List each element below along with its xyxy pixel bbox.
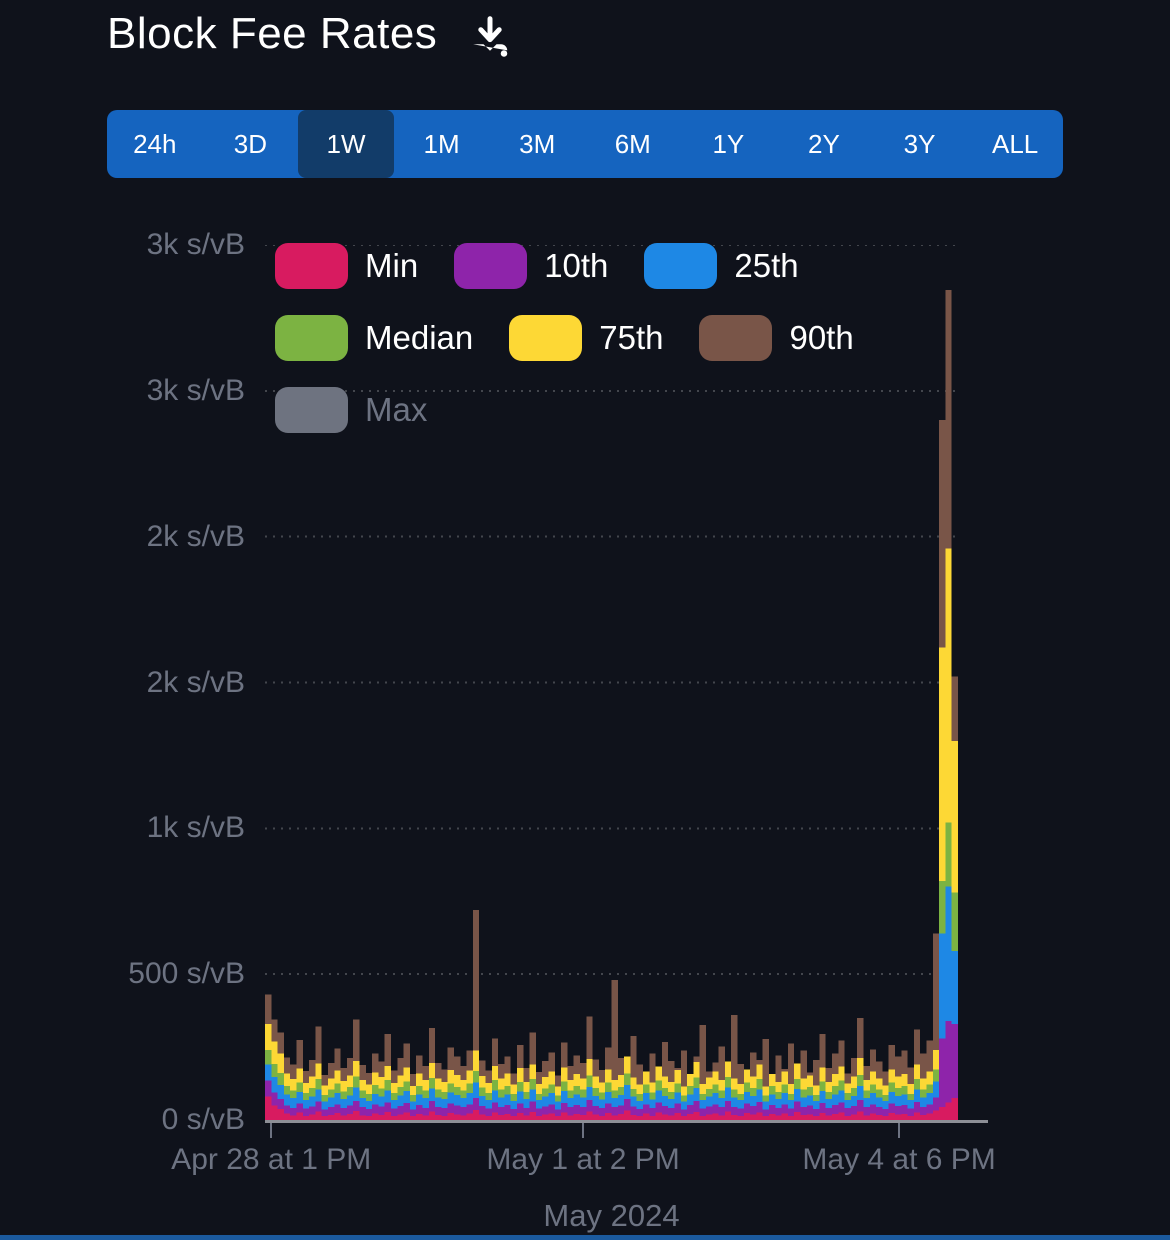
- legend-label: 75th: [599, 319, 664, 356]
- y-axis-labels: 3k s/vB 3k s/vB 2k s/vB 2k s/vB 1k s/vB 500 s…: [0, 228, 245, 1136]
- x-axis-tick-label: May 4 at 6 PM: [802, 1143, 996, 1176]
- time-range-button-1w[interactable]: 1W: [298, 110, 394, 178]
- time-range-selector: 24h 3D 1W 1M 3M 6M 1Y 2Y 3Y ALL: [107, 110, 1063, 178]
- legend-swatch-min: [275, 243, 348, 289]
- legend-swatch-max: [275, 387, 348, 433]
- x-axis-month-label: May 2024: [543, 1198, 680, 1233]
- y-axis-tick-label: 3k s/vB: [146, 228, 245, 261]
- legend-label: Max: [365, 391, 428, 428]
- legend-swatch-25th: [644, 243, 718, 289]
- time-range-button-1y[interactable]: 1Y: [681, 110, 777, 178]
- x-axis-tick-label: May 1 at 2 PM: [486, 1143, 680, 1176]
- x-axis-labels: Apr 28 at 1 PM May 1 at 2 PM May 4 at 6 PM: [171, 1143, 996, 1179]
- legend-item-75th[interactable]: 75th: [509, 315, 663, 361]
- chart-legend: Min 10th 25th Median 75th 90th Max: [275, 243, 975, 433]
- time-range-button-2y[interactable]: 2Y: [776, 110, 872, 178]
- time-range-button-6m[interactable]: 6M: [585, 110, 681, 178]
- time-range-button-3y[interactable]: 3Y: [872, 110, 968, 178]
- legend-item-90th[interactable]: 90th: [699, 315, 854, 361]
- y-axis-tick-label: 2k s/vB: [146, 665, 245, 699]
- legend-label: 90th: [789, 319, 854, 356]
- y-axis-tick-label: 0 s/vB: [161, 1103, 245, 1136]
- legend-swatch-10th: [454, 243, 528, 289]
- legend-item-10th[interactable]: 10th: [454, 243, 608, 289]
- y-axis-tick-label: 500 s/vB: [128, 957, 245, 991]
- bottom-nav-edge: [0, 1235, 1170, 1240]
- legend-item-25th[interactable]: 25th: [644, 243, 799, 289]
- legend-item-max[interactable]: Max: [275, 387, 427, 433]
- download-icon[interactable]: [465, 14, 515, 60]
- time-range-button-3m[interactable]: 3M: [489, 110, 585, 178]
- legend-item-min[interactable]: Min: [275, 243, 418, 289]
- y-axis-tick-label: 1k s/vB: [146, 811, 245, 845]
- page-title: Block Fee Rates: [107, 9, 438, 58]
- time-range-button-24h[interactable]: 24h: [107, 110, 203, 178]
- chart-header: Block Fee Rates: [107, 8, 515, 60]
- legend-swatch-median: [275, 315, 348, 361]
- legend-label: Median: [365, 319, 474, 356]
- time-range-button-all[interactable]: ALL: [967, 110, 1063, 178]
- legend-label: 10th: [544, 247, 609, 284]
- legend-label: 25th: [734, 247, 799, 284]
- legend-item-median[interactable]: Median: [275, 315, 473, 361]
- fee-chart-svg[interactable]: [265, 245, 990, 1141]
- y-axis-tick-label: 2k s/vB: [146, 519, 245, 553]
- time-range-button-3d[interactable]: 3D: [203, 110, 299, 178]
- y-axis-tick-label: 3k s/vB: [146, 373, 245, 407]
- legend-swatch-90th: [699, 315, 773, 361]
- legend-swatch-75th: [509, 315, 583, 361]
- legend-label: Min: [365, 247, 419, 284]
- time-range-button-1m[interactable]: 1M: [394, 110, 490, 178]
- x-axis-tick-label: Apr 28 at 1 PM: [171, 1143, 372, 1176]
